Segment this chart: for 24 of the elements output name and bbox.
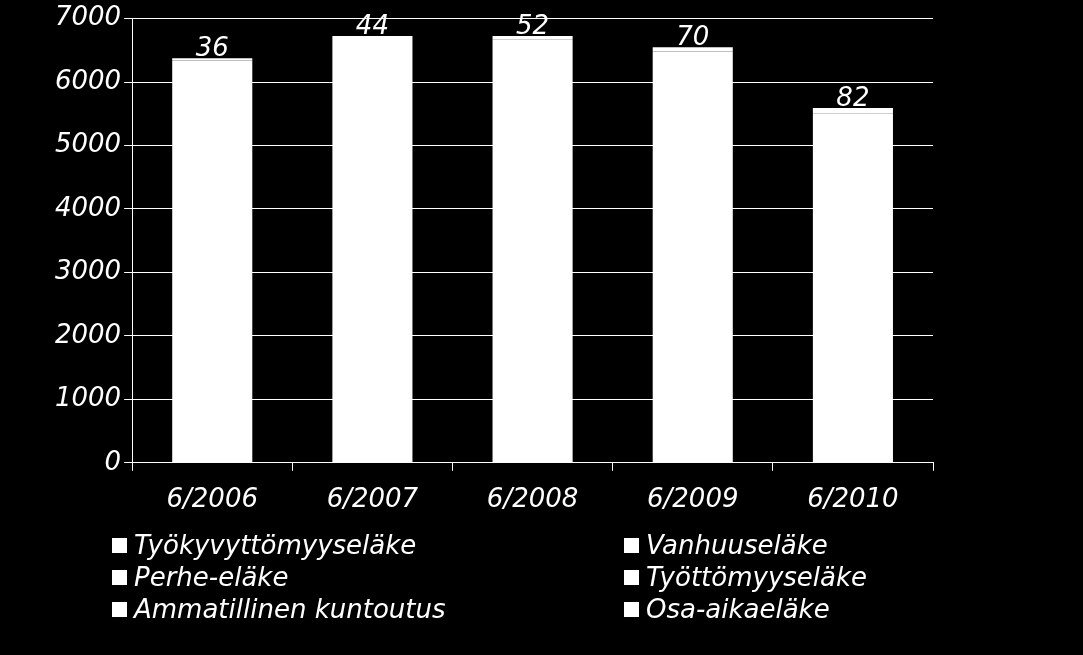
y-tick-label: 7000 bbox=[55, 1, 122, 32]
data-label: 82 bbox=[836, 81, 870, 112]
x-tick-label: 6/2006 bbox=[166, 483, 258, 514]
y-tick-label: 4000 bbox=[55, 191, 122, 222]
data-label: 36 bbox=[195, 31, 229, 62]
y-tick-label: 2000 bbox=[55, 318, 122, 349]
legend-label: Perhe-eläke bbox=[134, 562, 289, 592]
legend-label: Vanhuuseläke bbox=[646, 530, 828, 560]
data-label: 52 bbox=[516, 9, 550, 40]
data-label: 44 bbox=[355, 9, 389, 40]
legend-label: Työttömyyseläke bbox=[646, 562, 868, 592]
legend-label: Osa-aikaeläke bbox=[646, 594, 830, 624]
y-tick-label: 1000 bbox=[55, 382, 122, 413]
x-tick-label: 6/2010 bbox=[807, 483, 899, 514]
x-tick-label: 6/2007 bbox=[326, 483, 419, 514]
data-label: 70 bbox=[676, 20, 710, 51]
x-tick-label: 6/2008 bbox=[486, 483, 579, 514]
legend-label: Työkyvyttömyyseläke bbox=[134, 530, 417, 560]
legend-label: Ammatillinen kuntoutus bbox=[134, 594, 446, 624]
y-tick-label: 3000 bbox=[55, 255, 122, 286]
y-tick-label: 0 bbox=[104, 445, 122, 476]
y-tick-label: 5000 bbox=[55, 128, 122, 159]
y-tick-label: 6000 bbox=[55, 64, 122, 95]
x-tick-label: 6/2009 bbox=[647, 483, 739, 514]
